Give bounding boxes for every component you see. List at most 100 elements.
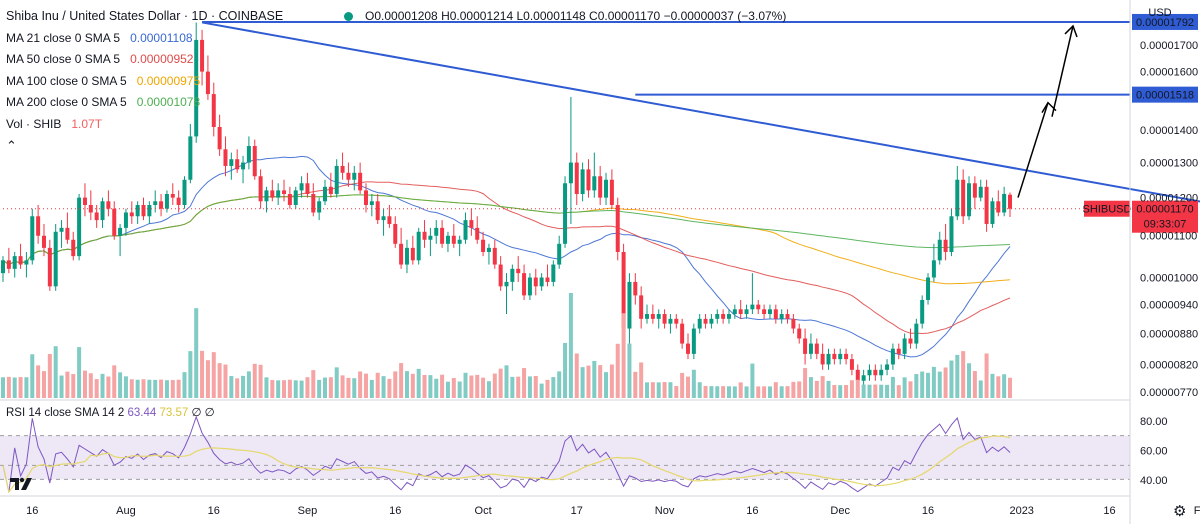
volume-bar [703,386,708,398]
legend-ma50[interactable]: MA 50 close 0 SMA 5 0.00000952 [6,49,283,71]
candle [492,239,497,269]
price-tick-label: 0.00001300 [1140,158,1198,170]
ohlc-low: L0.00001148 [516,9,586,23]
volume-bar [516,376,521,398]
date-tick-label: 17 [571,505,583,517]
ohlc-high: H0.00001214 [441,9,514,23]
volume-bar [984,353,989,398]
candle [516,256,521,282]
candle [47,239,52,291]
price-pane [1,20,1200,387]
candle-body [797,328,802,339]
candle-body [188,136,193,180]
candle [627,273,632,344]
candle [77,193,82,261]
volume-bar [428,375,433,398]
candle [645,304,650,324]
date-tick-label: 16 [208,505,220,517]
volume-bar [920,371,925,398]
volume-bar [416,368,421,398]
candle [65,212,70,244]
candle-body [229,159,234,166]
candle [826,348,831,370]
legend-ma21[interactable]: MA 21 close 0 SMA 5 0.00001108 [6,28,283,50]
volume-bar [1008,377,1012,398]
candle-body [486,247,491,252]
volume-bar [36,365,41,398]
candle [41,223,46,257]
volume-bar [604,372,609,398]
candle-body [926,277,931,300]
candle [650,304,655,324]
candle [323,179,328,205]
settings-gear-icon[interactable]: ⚙ [1173,503,1187,520]
candle [82,183,87,217]
candle [738,299,743,319]
candle [996,190,1001,217]
candle-body [680,323,685,344]
volume-bar [656,382,661,398]
candle-body [141,204,146,217]
volume-bar [94,379,99,398]
symbol-title[interactable]: Shiba Inu / United States Dollar · 1D · … [6,9,284,23]
volume-bar [41,371,46,398]
candle-body [352,172,357,180]
candle [469,208,474,236]
volume-bar [65,371,70,398]
candle-body [30,216,35,261]
volume-bar [410,373,415,398]
volume-bar [440,374,445,398]
price-tick-label: 0.00001400 [1140,125,1198,137]
candle [399,227,404,269]
candle [574,152,579,205]
candle [164,190,169,213]
volume-bar [246,371,251,398]
candle [352,165,357,191]
candle-body [615,204,620,252]
candle-body [252,146,257,177]
candle [94,204,99,228]
candle [943,223,948,261]
candle [639,286,644,329]
legend-ma100[interactable]: MA 100 close 0 SMA 5 0.00000975 [6,71,283,93]
candle-body [440,227,445,244]
volume-bar [129,379,134,398]
date-tick-label: 16 [26,505,38,517]
candle [978,179,983,202]
legend-ma200[interactable]: MA 200 close 0 SMA 5 0.00001078 [6,92,283,114]
candle [1002,186,1007,217]
legend-collapse-icon[interactable]: ⌃ [6,138,17,153]
legend-volume[interactable]: Vol · SHIB 1.07T [6,114,283,136]
candle-body [504,281,509,287]
volume-bar [767,386,772,398]
candle-body [744,309,749,315]
ohlc-change: −0.00000037 (−3.07%) [663,9,787,23]
volume-bar [949,360,954,398]
candle-body [282,190,287,194]
legend-volume-label: Vol · SHIB [6,116,62,131]
volume-bar [820,376,825,398]
candle-body [885,364,890,370]
volume-bar [849,380,854,398]
ohlc-readout: O0.00001208 H0.00001214 L0.00001148 C0.0… [334,6,786,28]
candle-body [609,179,614,205]
volume-bar [176,379,181,398]
price-tick-label: 0.00000820 [1140,359,1198,371]
candle [703,314,708,329]
tradingview-logo-icon[interactable] [9,474,35,494]
candle-body [65,227,70,240]
candle [931,243,936,282]
candle-body [323,186,328,202]
candle [475,216,480,244]
candle-body [481,239,486,252]
candle [756,299,761,315]
rsi-legend[interactable]: RSI 14 close SMA 14 2 63.44 73.57 ∅ ∅ [6,405,215,419]
volume-bar [580,367,585,398]
candle-body [498,264,503,287]
candle [223,136,228,177]
volume-bar [890,376,895,398]
candle-body [445,235,450,244]
date-tick-label: Dec [830,505,850,517]
candle-body [943,239,948,252]
